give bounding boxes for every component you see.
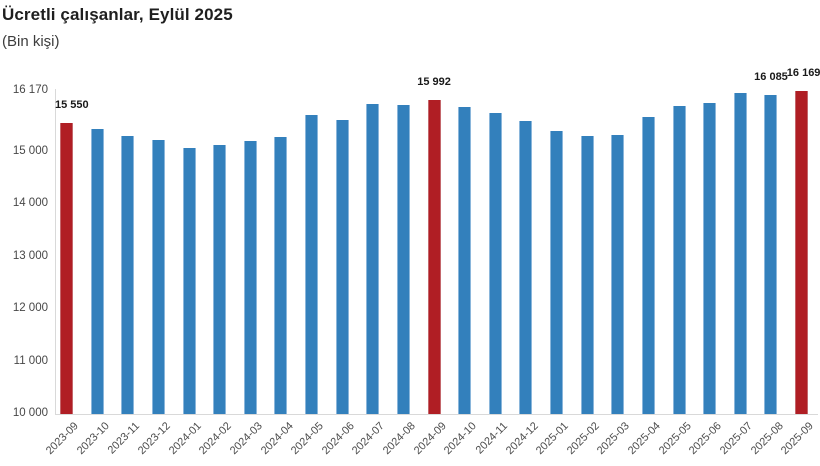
y-tick-12000: 12 000 — [12, 302, 48, 315]
bar-2024-04[interactable] — [274, 136, 288, 414]
x-tick-2024-07: 2024-07 — [350, 420, 388, 458]
chart-title: Ücretli çalışanlar, Eylül 2025 — [2, 5, 233, 24]
bar-2025-01[interactable] — [550, 130, 564, 414]
bar-2025-08[interactable] — [764, 95, 778, 414]
x-tick-2025-05: 2025-05 — [656, 420, 694, 458]
bar-2023-09[interactable] — [60, 123, 73, 414]
value-label-2023-09: 15 550 — [55, 99, 89, 112]
x-tick-2024-02: 2024-02 — [197, 420, 235, 458]
bar-2024-10[interactable] — [458, 106, 472, 414]
y-tick-13000: 13 000 — [12, 249, 48, 262]
bar-2024-05[interactable] — [305, 114, 319, 414]
bar-2025-09[interactable] — [795, 90, 809, 414]
bar-2025-05[interactable] — [672, 105, 686, 414]
bar-2024-03[interactable] — [243, 140, 257, 414]
x-tick-2024-03: 2024-03 — [227, 420, 265, 458]
x-tick-2025-03: 2025-03 — [595, 420, 633, 458]
bar-2024-12[interactable] — [519, 120, 533, 414]
value-label-2024-09: 15 992 — [417, 76, 451, 89]
chart-subtitle: (Bin kişi) — [2, 33, 60, 50]
value-label-2025-09: 16 169 — [786, 66, 820, 79]
bar-2025-02[interactable] — [580, 135, 594, 414]
x-tick-2024-08: 2024-08 — [380, 420, 418, 458]
bar-2024-01[interactable] — [182, 148, 196, 414]
x-tick-2025-01: 2025-01 — [534, 420, 572, 458]
value-label-2025-08: 16 085 — [754, 71, 788, 84]
bar-2024-06[interactable] — [335, 120, 349, 414]
y-tick-16170: 16 170 — [12, 83, 48, 96]
x-tick-2024-05: 2024-05 — [288, 420, 327, 458]
x-tick-2024-06: 2024-06 — [319, 420, 357, 458]
x-tick-2023-10: 2023-10 — [74, 420, 112, 458]
bar-2024-11[interactable] — [488, 112, 502, 414]
bar-2023-12[interactable] — [151, 139, 165, 414]
bar-2025-06[interactable] — [703, 103, 717, 414]
x-tick-2024-11: 2024-11 — [473, 420, 510, 457]
y-tick-15000: 15 000 — [12, 145, 48, 157]
x-tick-2024-10: 2024-10 — [442, 420, 480, 458]
x-tick-2025-06: 2025-06 — [687, 420, 725, 458]
x-tick-2025-07: 2025-07 — [717, 420, 755, 458]
bar-2023-10[interactable] — [90, 128, 104, 414]
y-tick-14000: 14 000 — [12, 197, 48, 210]
x-tick-2023-11: 2023-11 — [105, 420, 143, 457]
bar-2024-07[interactable] — [366, 104, 380, 414]
x-tick-2023-09: 2023-09 — [43, 420, 81, 458]
x-tick-2025-04: 2025-04 — [625, 420, 663, 458]
bar-2024-08[interactable] — [396, 104, 410, 414]
x-axis-line — [55, 414, 818, 415]
x-tick-2024-12: 2024-12 — [503, 420, 541, 458]
bar-2024-02[interactable] — [213, 144, 227, 414]
x-tick-2025-09: 2025-09 — [779, 420, 817, 458]
x-tick-2023-12: 2023-12 — [135, 420, 173, 458]
y-axis-line — [55, 89, 56, 415]
bar-2024-09[interactable] — [427, 100, 441, 414]
x-tick-2024-01: 2024-01 — [166, 420, 204, 458]
y-tick-11000: 11 000 — [13, 354, 48, 367]
x-tick-2024-09: 2024-09 — [411, 420, 449, 458]
x-tick-2024-04: 2024-04 — [258, 420, 296, 458]
bar-2023-11[interactable] — [121, 135, 135, 414]
x-tick-2025-08: 2025-08 — [748, 420, 786, 458]
bar-2025-07[interactable] — [733, 93, 747, 414]
x-tick-2025-02: 2025-02 — [564, 420, 602, 458]
bar-2025-04[interactable] — [641, 117, 655, 414]
bar-2025-03[interactable] — [611, 134, 625, 414]
y-tick-10000: 10 000 — [12, 407, 48, 419]
